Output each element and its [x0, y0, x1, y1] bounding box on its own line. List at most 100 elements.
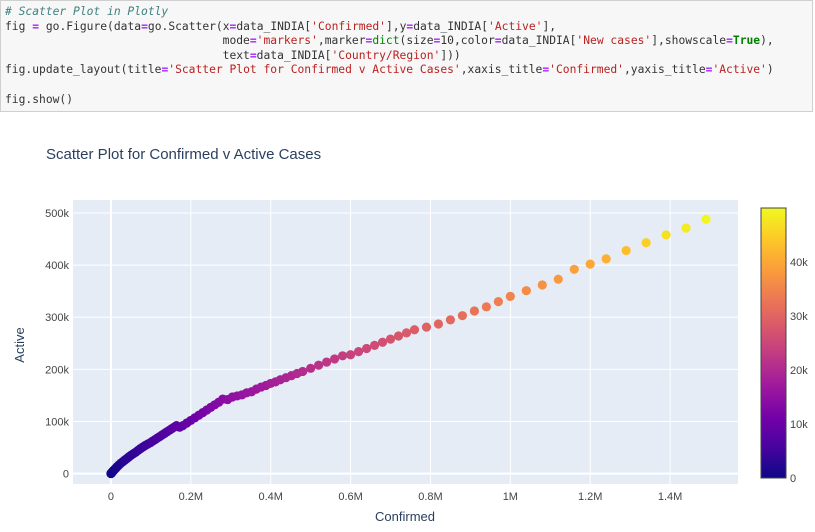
code-token: show(): [32, 92, 74, 106]
y-tick-label: 300k: [45, 312, 69, 324]
code-token: Figure(data: [66, 19, 142, 33]
code-token: ,yaxis_title: [624, 63, 706, 77]
y-tick-label: 100k: [45, 416, 69, 428]
plot-area: Scatter Plot for Confirmed v Active Case…: [0, 112, 815, 527]
code-token: update_layout(title: [32, 63, 162, 77]
scatter-point[interactable]: [521, 286, 531, 296]
scatter-point[interactable]: [353, 347, 364, 357]
code-token: =: [141, 19, 148, 33]
code-token: text: [5, 48, 250, 62]
code-token: mode: [5, 34, 250, 48]
code-token: data_INDIA[: [501, 34, 577, 48]
scatter-chart: Scatter Plot for Confirmed v Active Case…: [12, 146, 808, 524]
code-token: ,color: [453, 34, 495, 48]
y-tick-label: 200k: [45, 364, 69, 376]
code-token: =: [161, 63, 169, 77]
scatter-point[interactable]: [445, 315, 456, 325]
code-token: ),: [760, 34, 774, 48]
scatter-point[interactable]: [641, 238, 651, 248]
colorbar-tick-label: 40k: [790, 257, 808, 269]
scatter-point[interactable]: [298, 366, 308, 377]
code-token: ): [766, 63, 774, 77]
scatter-point[interactable]: [481, 302, 491, 312]
x-tick-label: 1.4M: [658, 491, 682, 503]
scatter-point[interactable]: [393, 331, 404, 341]
code-token: 10: [440, 34, 454, 48]
code-token: 'Country/Region': [331, 48, 441, 62]
code-token: =: [365, 34, 373, 48]
code-token: ])): [440, 48, 461, 62]
code-token: 'Scatter Plot for Confirmed v Active Cas…: [168, 63, 461, 77]
scatter-point[interactable]: [377, 337, 388, 347]
code-token: 'Active': [488, 19, 543, 33]
code-token: go: [39, 19, 60, 33]
colorbar-tick-label: 0: [790, 473, 796, 485]
code-token: =: [705, 63, 713, 77]
code-token: ,marker: [317, 34, 366, 48]
plot-background[interactable]: [73, 200, 738, 484]
chart-title: Scatter Plot for Confirmed v Active Case…: [46, 146, 321, 163]
x-tick-label: 1.2M: [578, 491, 602, 503]
scatter-point[interactable]: [322, 357, 332, 367]
scatter-point[interactable]: [661, 230, 671, 240]
scatter-point[interactable]: [401, 328, 412, 338]
code-token: data_INDIA[: [236, 19, 312, 33]
scatter-point[interactable]: [505, 291, 515, 302]
code-token: 'Confirmed': [549, 63, 624, 77]
scatter-point[interactable]: [361, 343, 372, 354]
scatter-point[interactable]: [569, 264, 579, 274]
code-token: .: [59, 19, 67, 33]
code-token: =: [494, 34, 502, 48]
scatter-point[interactable]: [385, 334, 396, 344]
scatter-point[interactable]: [621, 245, 631, 256]
x-tick-label: 0.2M: [179, 491, 203, 503]
code-line: fig.update_layout(title='Scatter Plot fo…: [5, 63, 812, 78]
x-tick-label: 0.4M: [258, 491, 282, 503]
x-tick-label: 0.8M: [418, 491, 442, 503]
colorbar-tick-label: 10k: [790, 419, 808, 431]
scatter-point[interactable]: [337, 351, 348, 361]
code-token: =: [726, 34, 733, 48]
scatter-point[interactable]: [553, 274, 563, 284]
code-token: dict: [372, 34, 400, 48]
code-token: =: [249, 34, 257, 48]
scatter-point[interactable]: [457, 311, 468, 321]
scatter-point[interactable]: [701, 214, 711, 224]
code-token: =: [433, 34, 441, 48]
scatter-point[interactable]: [409, 325, 420, 335]
code-token: =: [249, 48, 257, 62]
scatter-point[interactable]: [330, 354, 340, 364]
x-tick-label: 0: [108, 491, 114, 503]
code-token: ],showscale: [651, 34, 727, 48]
y-tick-label: 400k: [45, 260, 69, 272]
scatter-point[interactable]: [681, 223, 691, 233]
scatter-point[interactable]: [314, 360, 324, 370]
code-token: 'markers': [256, 34, 318, 48]
code-token: # Scatter Plot in Plotly: [5, 5, 169, 18]
code-token: =: [542, 63, 550, 77]
scatter-point[interactable]: [493, 297, 503, 307]
code-token: ],: [542, 19, 557, 33]
code-token: fig: [5, 19, 33, 33]
code-token: data_INDIA[: [413, 19, 489, 33]
scatter-point[interactable]: [537, 280, 547, 290]
scatter-point[interactable]: [585, 259, 595, 269]
scatter-point[interactable]: [345, 350, 356, 360]
code-token: 'New cases': [576, 34, 652, 48]
colorbar-tick-label: 30k: [790, 311, 808, 323]
code-token: True: [732, 34, 761, 48]
scatter-point[interactable]: [601, 254, 611, 264]
scatter-point[interactable]: [469, 306, 479, 316]
code-token: .: [25, 63, 33, 77]
scatter-point[interactable]: [433, 319, 444, 329]
code-token: fig: [5, 63, 26, 77]
y-axis-title: Active: [12, 327, 27, 362]
code-line: text=data_INDIA['Country/Region'])): [5, 49, 812, 64]
scatter-point[interactable]: [421, 322, 432, 332]
code-token: 'Confirmed': [311, 19, 386, 33]
scatter-point[interactable]: [306, 363, 316, 373]
scatter-point[interactable]: [369, 340, 380, 350]
code-token: data_INDIA[: [256, 48, 332, 62]
code-cell[interactable]: # Scatter Plot in Plotly fig = go.Figure(…: [0, 0, 813, 112]
code-token: .: [161, 19, 169, 33]
